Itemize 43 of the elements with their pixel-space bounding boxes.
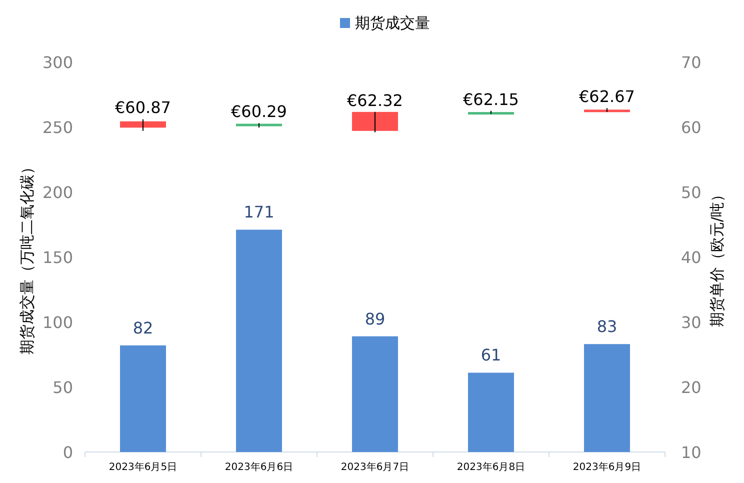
y2-tick-label: 50	[681, 183, 702, 202]
y-tick-label: 150	[42, 248, 73, 267]
y2-tick-label: 40	[681, 248, 702, 267]
y-tick-label: 250	[42, 118, 73, 137]
candlestick	[468, 110, 514, 115]
bar	[236, 230, 282, 452]
x-tick-label: 2023年6月5日	[108, 461, 178, 473]
y-axis-title: 期货成交量（万吨二氧化碳）	[18, 160, 36, 354]
data-label: 61	[480, 346, 502, 365]
legend-label: 期货成交量	[355, 14, 430, 32]
y-tick-label: 200	[42, 183, 73, 202]
candlestick	[584, 108, 630, 113]
candlestick	[352, 111, 398, 133]
data-label: 89	[364, 309, 386, 328]
candlestick	[236, 122, 282, 128]
y2-tick-label: 30	[681, 313, 702, 332]
candlestick	[120, 118, 166, 132]
x-tick-label: 2023年6月9日	[572, 461, 642, 473]
y2-tick-label: 60	[681, 118, 702, 137]
y-tick-label: 100	[42, 313, 73, 332]
y2-tick-label: 10	[681, 443, 702, 462]
y-tick-label: 0	[62, 443, 73, 462]
text: €60.87	[115, 98, 171, 118]
y2-axis-title: 期货单价（欧元/吨）	[708, 186, 726, 328]
y2-tick-label: 20	[681, 378, 702, 397]
bar	[584, 344, 630, 452]
text: €62.15	[463, 90, 519, 109]
data-label: 83	[596, 317, 618, 336]
bar	[468, 372, 514, 452]
text: €60.29	[231, 102, 287, 122]
x-tick-label: 2023年6月8日	[456, 461, 526, 473]
data-label: 82	[132, 318, 154, 338]
y-tick-label: 300	[42, 53, 73, 72]
x-tick-label: 2023年6月7日	[340, 461, 410, 473]
text: €62.32	[347, 90, 403, 110]
bar	[352, 336, 398, 452]
y2-tick-label: 70	[681, 53, 702, 72]
legend: 期货成交量	[340, 14, 430, 32]
bar	[120, 345, 166, 452]
y-tick-label: 50	[52, 378, 73, 397]
text: €62.67	[579, 87, 635, 106]
data-label: 171	[244, 202, 274, 222]
x-tick-label: 2023年6月6日	[224, 461, 294, 473]
